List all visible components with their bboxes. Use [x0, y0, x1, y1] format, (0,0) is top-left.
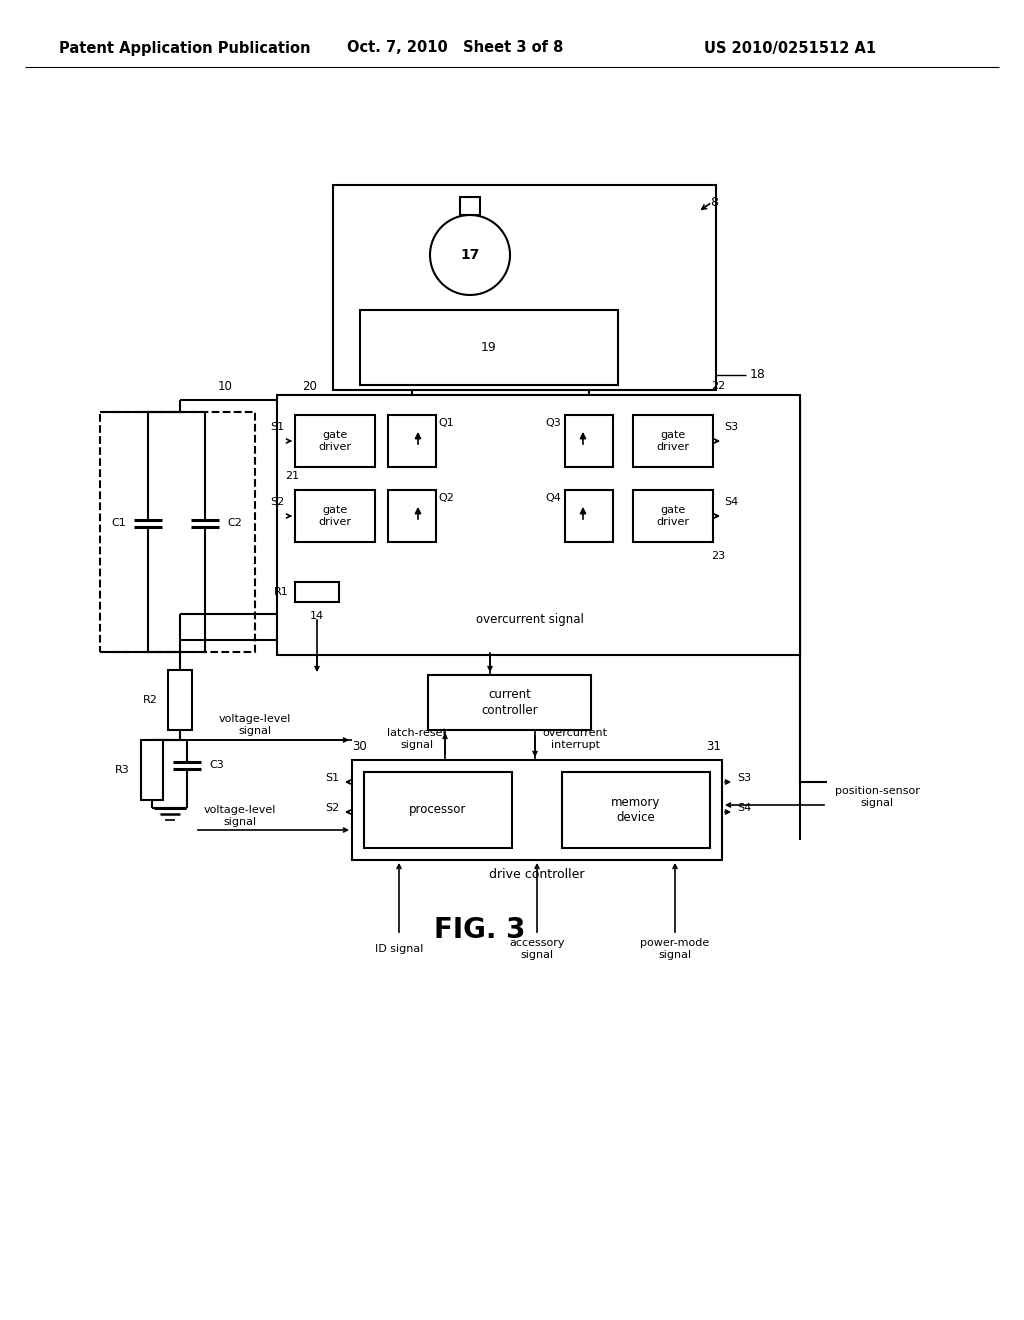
Text: drive controller: drive controller	[489, 869, 585, 882]
Text: R3: R3	[116, 766, 130, 775]
Text: 18: 18	[750, 368, 766, 381]
Text: 17: 17	[461, 248, 479, 261]
Text: voltage-level
signal: voltage-level signal	[219, 714, 291, 735]
Text: Q1: Q1	[438, 418, 454, 428]
FancyBboxPatch shape	[633, 490, 713, 543]
FancyBboxPatch shape	[633, 414, 713, 467]
Text: S4: S4	[737, 803, 752, 813]
Text: power-mode
signal: power-mode signal	[640, 939, 710, 960]
Text: 19: 19	[481, 341, 497, 354]
Text: ID signal: ID signal	[375, 944, 423, 954]
Text: Q3: Q3	[545, 418, 561, 428]
Text: C3: C3	[209, 760, 224, 770]
Text: FIG. 3: FIG. 3	[434, 916, 525, 944]
FancyBboxPatch shape	[388, 490, 436, 543]
Text: 8: 8	[710, 195, 718, 209]
Text: 23: 23	[711, 550, 725, 561]
FancyBboxPatch shape	[364, 772, 512, 847]
Text: 22: 22	[711, 381, 725, 391]
Text: S2: S2	[325, 803, 339, 813]
Text: 31: 31	[707, 739, 722, 752]
FancyBboxPatch shape	[565, 490, 613, 543]
Text: S2: S2	[270, 498, 284, 507]
Text: 30: 30	[352, 739, 368, 752]
FancyBboxPatch shape	[565, 414, 613, 467]
FancyBboxPatch shape	[295, 490, 375, 543]
Text: processor: processor	[410, 804, 467, 817]
FancyBboxPatch shape	[295, 582, 339, 602]
Text: overcurrent
interrupt: overcurrent interrupt	[543, 729, 607, 750]
Text: S1: S1	[270, 422, 284, 432]
Text: 10: 10	[217, 380, 232, 392]
Text: C1: C1	[112, 517, 126, 528]
Text: S4: S4	[724, 498, 738, 507]
FancyBboxPatch shape	[428, 675, 591, 730]
FancyBboxPatch shape	[295, 414, 375, 467]
FancyBboxPatch shape	[278, 395, 800, 655]
Text: S1: S1	[325, 774, 339, 783]
FancyBboxPatch shape	[141, 741, 163, 800]
Text: position-sensor
signal: position-sensor signal	[835, 787, 920, 808]
Text: latch-reset
signal: latch-reset signal	[387, 729, 446, 750]
Text: 20: 20	[302, 380, 317, 392]
FancyBboxPatch shape	[333, 185, 716, 389]
FancyBboxPatch shape	[562, 772, 710, 847]
Text: Oct. 7, 2010   Sheet 3 of 8: Oct. 7, 2010 Sheet 3 of 8	[347, 41, 563, 55]
Text: S3: S3	[737, 774, 751, 783]
FancyBboxPatch shape	[388, 414, 436, 467]
Text: Q2: Q2	[438, 492, 454, 503]
FancyBboxPatch shape	[460, 197, 480, 215]
Text: memory
device: memory device	[611, 796, 660, 824]
Text: accessory
signal: accessory signal	[509, 939, 565, 960]
FancyBboxPatch shape	[352, 760, 722, 861]
Text: gate
driver: gate driver	[318, 506, 351, 527]
Text: R2: R2	[143, 696, 158, 705]
Text: overcurrent signal: overcurrent signal	[476, 614, 584, 627]
FancyBboxPatch shape	[168, 671, 193, 730]
FancyBboxPatch shape	[360, 310, 618, 385]
Text: C2: C2	[227, 517, 242, 528]
Text: 14: 14	[310, 611, 324, 620]
Text: Q4: Q4	[545, 492, 561, 503]
Text: current
controller: current controller	[481, 689, 538, 717]
Text: US 2010/0251512 A1: US 2010/0251512 A1	[703, 41, 877, 55]
Text: R1: R1	[273, 587, 289, 597]
Text: gate
driver: gate driver	[318, 430, 351, 451]
Text: 21: 21	[285, 471, 299, 480]
Text: S3: S3	[724, 422, 738, 432]
Text: voltage-level
signal: voltage-level signal	[204, 805, 276, 826]
Text: gate
driver: gate driver	[656, 430, 689, 451]
Text: gate
driver: gate driver	[656, 506, 689, 527]
Text: Patent Application Publication: Patent Application Publication	[59, 41, 310, 55]
